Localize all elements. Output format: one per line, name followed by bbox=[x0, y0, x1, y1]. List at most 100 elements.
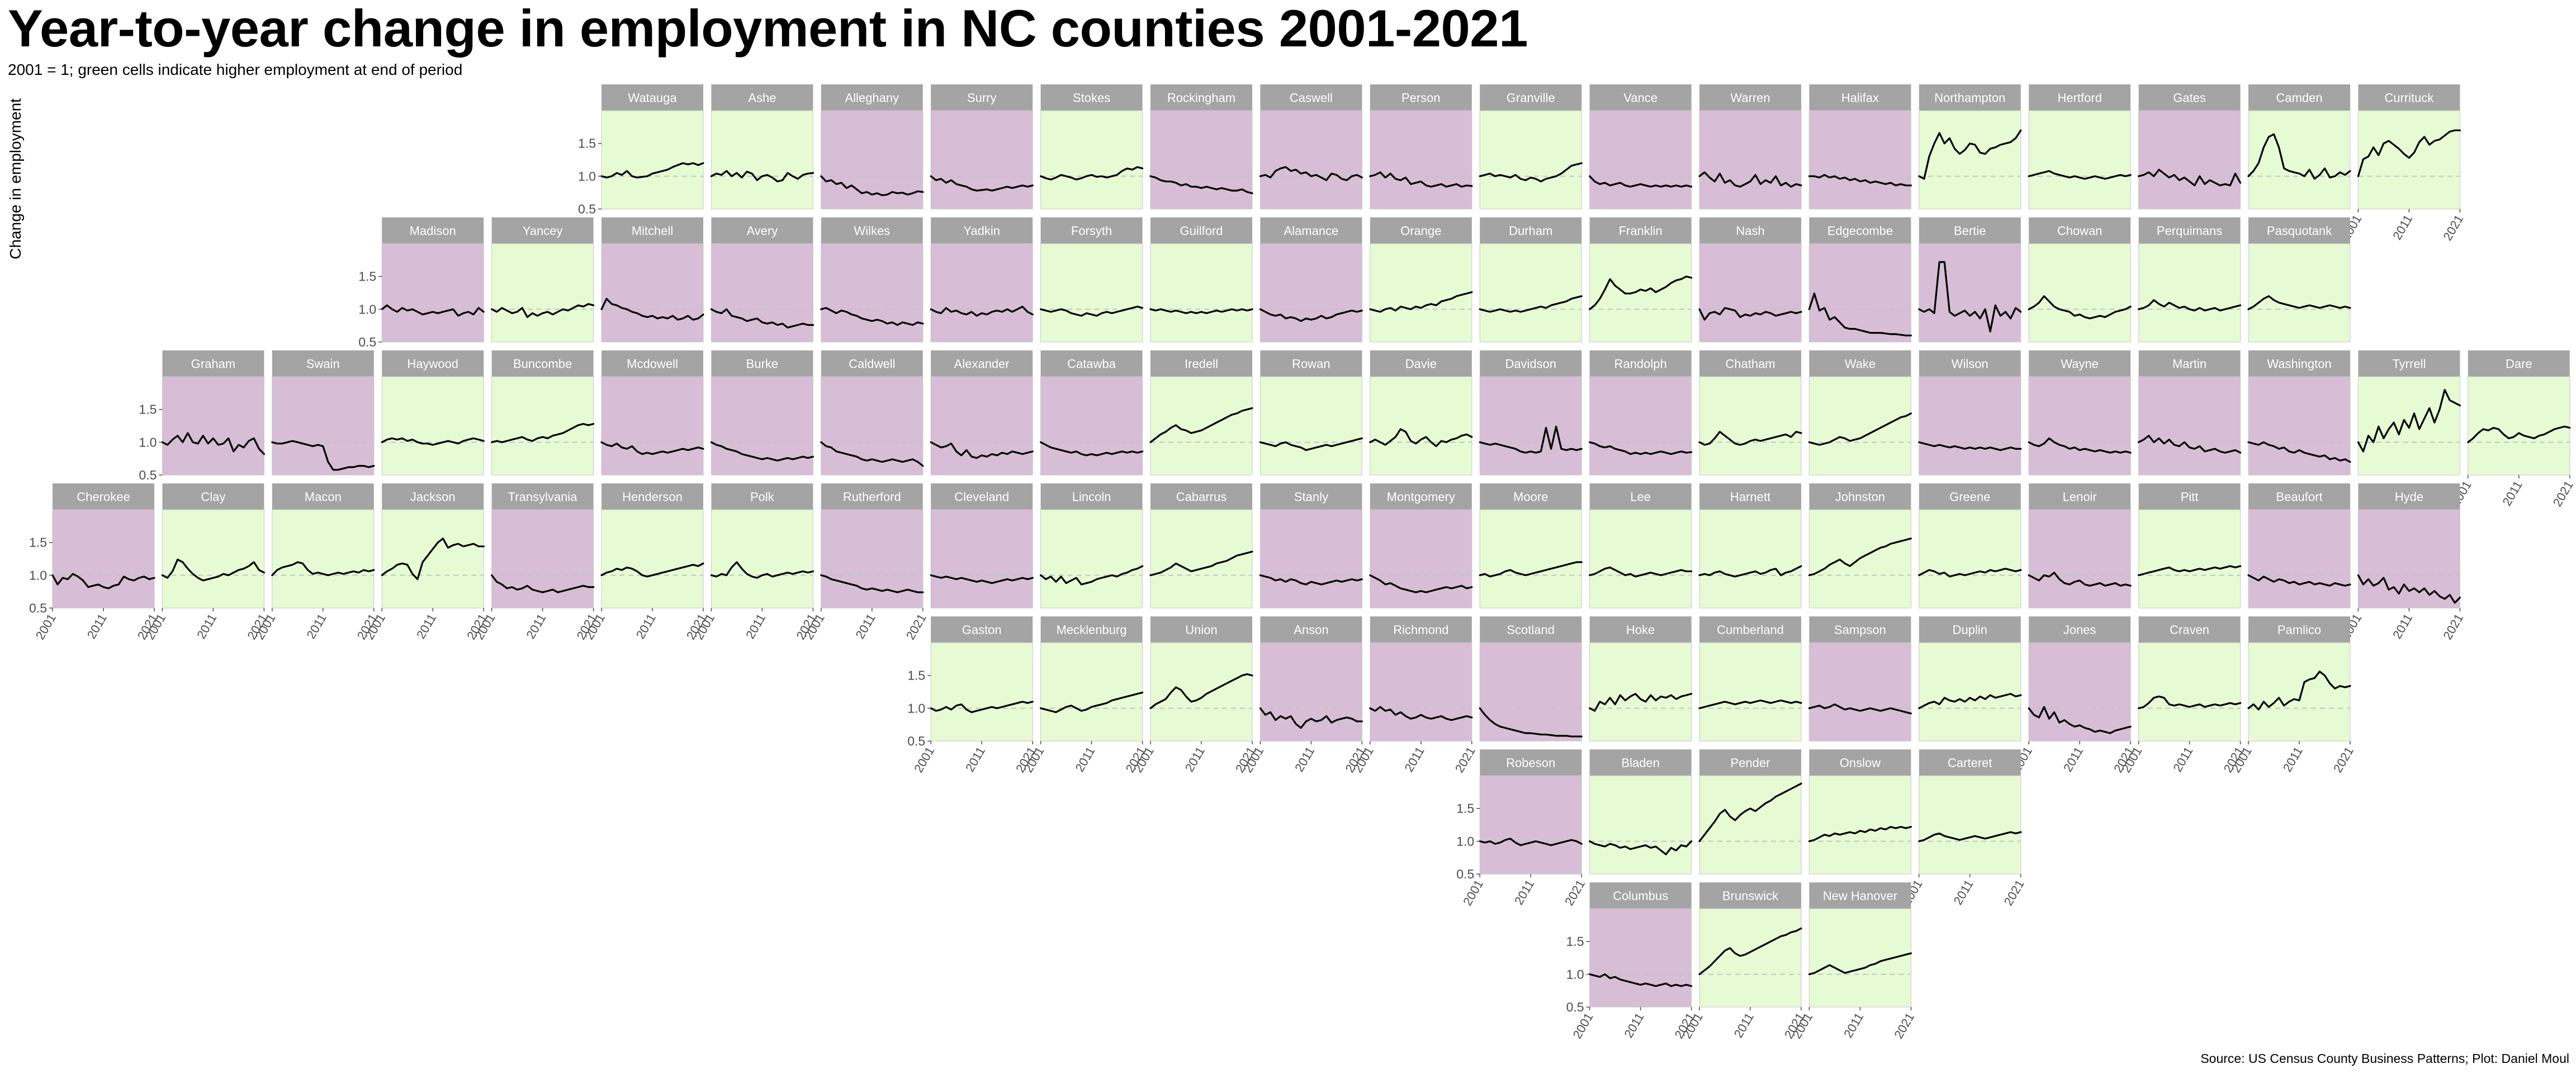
county-panel: Cabarrus bbox=[1149, 483, 1253, 609]
panel-title: Yadkin bbox=[963, 224, 1000, 238]
panel-title: Greene bbox=[1949, 490, 1990, 504]
panel-title: Warren bbox=[1730, 91, 1770, 105]
county-panel: Cleveland bbox=[930, 483, 1034, 609]
x-tick-label: 2011 bbox=[1950, 877, 1976, 907]
panel-background bbox=[2248, 642, 2351, 742]
panel-title: Watauga bbox=[628, 91, 677, 105]
chart-title: Year-to-year change in employment in NC … bbox=[8, 0, 1528, 58]
panel-strip bbox=[1589, 350, 1692, 377]
panel-background bbox=[2248, 509, 2351, 609]
panel-background bbox=[1259, 243, 1362, 343]
county-panel: Warren bbox=[1698, 84, 1802, 210]
county-panel: Bertie bbox=[1918, 217, 2022, 343]
county-panel: Northampton bbox=[1918, 84, 2022, 210]
county-panel: Randolph bbox=[1589, 350, 1693, 476]
county-panel: Pender bbox=[1698, 749, 1802, 875]
panel-title: Iredell bbox=[1185, 357, 1218, 371]
x-tick-label: 2021 bbox=[2331, 744, 2356, 775]
series-line bbox=[930, 441, 1034, 459]
panel-title: Avery bbox=[746, 224, 778, 238]
county-panel: Washington bbox=[2247, 350, 2351, 476]
panel-strip bbox=[1589, 217, 1692, 244]
series-line bbox=[161, 432, 265, 455]
x-tick-label: 2011 bbox=[2280, 744, 2305, 774]
panel-background bbox=[1699, 908, 1802, 1008]
series-line bbox=[820, 175, 924, 196]
y-tick-label: 1.0 bbox=[1456, 834, 1474, 848]
county-panel: Duplin bbox=[1918, 616, 2022, 742]
panel-title: Union bbox=[1185, 623, 1217, 637]
panel-strip bbox=[2248, 350, 2350, 377]
panel-title: Graham bbox=[191, 357, 235, 371]
y-tick-label: 0.5 bbox=[139, 468, 157, 482]
panel-strip bbox=[1480, 483, 1582, 510]
panel-background bbox=[1919, 642, 2021, 742]
series-line bbox=[1369, 171, 1473, 188]
series-line bbox=[1808, 412, 1912, 446]
y-tick-label: 1.5 bbox=[1456, 801, 1474, 816]
series-line bbox=[1808, 292, 1912, 336]
panel-strip bbox=[1480, 616, 1582, 643]
series-line bbox=[1698, 565, 1802, 578]
x-tick-label: 2011 bbox=[963, 744, 988, 774]
series-line bbox=[381, 437, 485, 446]
panel-background bbox=[2248, 110, 2351, 210]
series-line bbox=[2028, 571, 2132, 587]
panel-background bbox=[2028, 110, 2131, 210]
county-panel: Montgomery bbox=[1369, 483, 1473, 609]
panel-title: Harnett bbox=[1730, 490, 1770, 504]
county-panel: Alleghany bbox=[820, 84, 924, 210]
panel-title: Wilkes bbox=[854, 224, 890, 238]
county-panel: Camden bbox=[2247, 84, 2351, 210]
panel-strip bbox=[382, 350, 484, 377]
panel-strip bbox=[2138, 616, 2241, 643]
county-panel: Stokes bbox=[1039, 84, 1144, 210]
panel-strip bbox=[602, 84, 703, 111]
panel-background bbox=[2028, 243, 2131, 343]
county-panel: Pasquotank bbox=[2247, 217, 2351, 343]
panel-background bbox=[1259, 642, 1362, 742]
series-line bbox=[600, 297, 704, 321]
panel-strip bbox=[1919, 483, 2021, 510]
y-tick-label: 1.5 bbox=[1566, 934, 1584, 949]
x-tick-label: 2011 bbox=[2170, 744, 2195, 774]
panel-strip bbox=[1809, 217, 1911, 244]
series-line bbox=[1479, 561, 1583, 578]
panel-strip bbox=[602, 483, 703, 510]
series-line bbox=[1918, 261, 2022, 333]
panel-title: Onslow bbox=[1840, 756, 1881, 770]
panel-title: Rutherford bbox=[843, 490, 901, 504]
panel-strip bbox=[821, 350, 923, 377]
y-tick-label: 1.5 bbox=[29, 535, 47, 550]
panel-title: Gaston bbox=[962, 623, 1002, 637]
panel-background bbox=[1589, 509, 1692, 609]
x-tick-label: 2001 bbox=[1460, 877, 1486, 908]
panel-title: Hoke bbox=[1626, 623, 1655, 637]
county-panel: Wilson bbox=[1918, 350, 2022, 476]
panel-title: Mecklenburg bbox=[1057, 623, 1127, 637]
panel-strip bbox=[931, 84, 1033, 111]
panel-background bbox=[1040, 642, 1143, 742]
series-line bbox=[710, 170, 815, 183]
panel-title: Guilford bbox=[1180, 224, 1223, 238]
y-tick-label: 1.0 bbox=[358, 302, 376, 316]
county-panel: Yancey bbox=[490, 217, 595, 343]
panel-background bbox=[930, 376, 1033, 476]
series-line bbox=[820, 441, 924, 467]
panel-title: Swain bbox=[306, 357, 340, 371]
panel-background bbox=[2138, 509, 2241, 609]
panel-strip bbox=[1809, 749, 1911, 776]
panel-title: New Hanover bbox=[1823, 889, 1897, 903]
panel-strip bbox=[1260, 616, 1362, 643]
panel-background bbox=[711, 110, 813, 210]
series-line bbox=[1149, 550, 1253, 576]
panel-strip bbox=[491, 217, 594, 244]
panel-strip bbox=[1040, 616, 1143, 643]
panel-background bbox=[1479, 376, 1582, 476]
x-tick-label: 2001 bbox=[1570, 1010, 1595, 1041]
series-line bbox=[1589, 441, 1693, 455]
